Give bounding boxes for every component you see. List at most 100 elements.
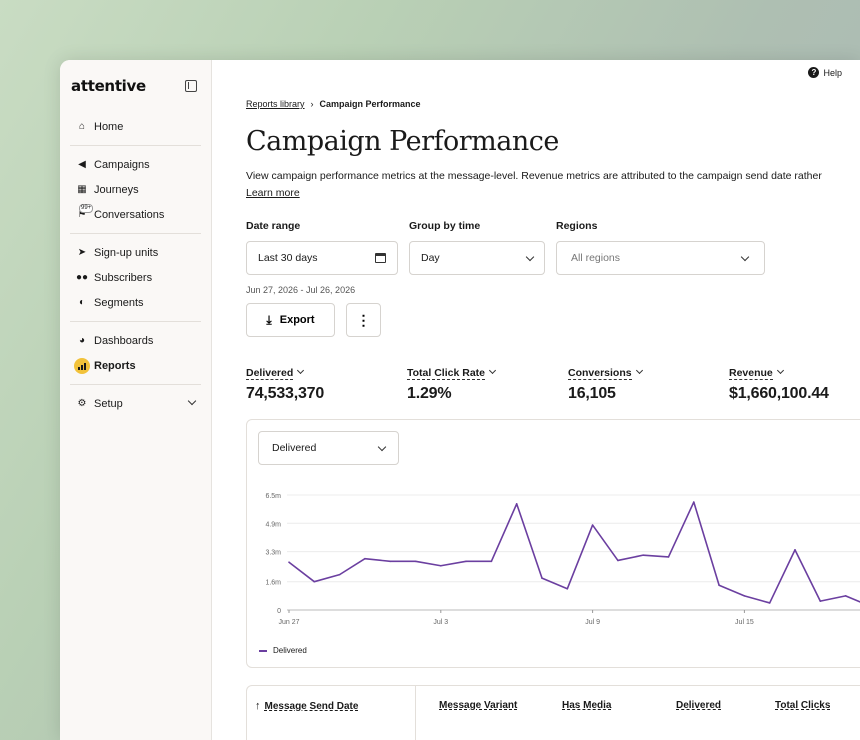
sidebar-item-campaigns[interactable]: ◀ Campaigns [70,152,201,177]
chevron-down-icon[interactable] [187,396,197,406]
page-title: Campaign Performance [246,126,559,157]
metric-value: 74,533,370 [246,385,325,402]
sidebar-item-label: Journeys [94,183,139,196]
regions-select[interactable]: All regions [556,241,765,275]
breadcrumb-current: Campaign Performance [319,99,421,109]
sidebar-item-label: Dashboards [94,334,154,347]
regions-placeholder: All regions [571,252,621,264]
sidebar: attentive ⌂ Home ◀ Campaigns ▦ Journeys … [60,60,212,740]
metric-value: 16,105 [568,385,616,402]
data-point [591,524,594,526]
data-point [642,554,644,556]
data-point [414,560,417,563]
data-point [718,584,720,587]
y-tick-label: 0 [277,608,281,615]
date-range-value: Last 30 days [258,252,318,264]
sidebar-item-signup-units[interactable]: ➤ Sign-up units [70,240,201,265]
x-tick-label: Jun 27 [278,619,299,626]
y-tick-label: 3.3m [265,550,281,557]
column-header-has-media[interactable]: Has Media [562,700,612,711]
x-tick-label: Jul 15 [735,619,754,626]
conversations-badge: 99+ [79,204,94,213]
legend-label: Delivered [273,646,307,655]
export-button[interactable]: ⤓ Export [246,303,335,337]
export-label: Export [279,314,315,326]
sidebar-item-home[interactable]: ⌂ Home [70,114,201,139]
data-point [490,560,493,563]
group-by-select[interactable]: Day [409,241,545,275]
x-tick-label: Jul 9 [585,619,600,626]
sidebar-item-setup[interactable]: ⚙ Setup [70,391,201,416]
calendar-icon [375,253,386,263]
collapse-sidebar-icon[interactable] [185,80,197,92]
y-tick-label: 1.6m [265,580,281,587]
metric-revenue[interactable]: Revenue $1,660,100.44 [729,363,829,403]
journeys-icon: ▦ [77,184,87,195]
data-point [389,560,391,563]
metric-delivered[interactable]: Delivered 74,533,370 [246,363,324,403]
data-point [338,573,341,576]
sidebar-divider [70,145,201,146]
column-header-message-variant[interactable]: Message Variant [439,700,518,711]
attentive-logo[interactable]: attentive [71,77,146,95]
page-description: View campaign performance metrics at the… [246,170,822,182]
sidebar-item-subscribers[interactable]: ●● Subscribers [70,265,201,290]
chevron-down-icon [297,366,305,375]
y-tick-label: 6.5m [265,493,281,500]
column-header-total-clicks[interactable]: Total Clicks [775,700,831,711]
main-content: ? Help Reports library › Campaign Perfor… [212,60,860,740]
metric-conversions[interactable]: Conversions 16,105 [568,363,643,403]
sidebar-item-label: Segments [94,296,144,309]
data-point [515,503,518,505]
data-point [440,564,442,567]
sidebar-item-label: Subscribers [94,271,153,284]
chevron-down-icon [776,366,784,375]
date-range-label: Date range [246,220,301,232]
chevron-down-icon [488,366,497,375]
more-actions-button[interactable]: ⋮ [346,303,381,337]
sidebar-item-label: Conversations [94,208,165,221]
sidebar-item-label: Home [94,120,124,133]
data-point [819,600,822,602]
y-tick-label: 4.9m [265,521,281,528]
metric-value: 1.29% [407,385,452,402]
help-icon: ? [808,67,820,78]
sidebar-item-dashboards[interactable]: ◕ Dashboards [70,328,201,353]
sidebar-item-journeys[interactable]: ▦ Journeys [70,177,201,202]
chevron-down-icon [525,252,535,261]
breadcrumb: Reports library › Campaign Performance [246,99,421,109]
learn-more-link[interactable]: Learn more [246,187,300,199]
people-icon: ●● [75,272,89,283]
sidebar-item-segments[interactable]: ◐ Segments [70,290,201,315]
group-by-label: Group by time [409,220,481,232]
data-point [693,501,695,503]
date-range-subtext: Jun 27, 2026 - Jul 26, 2026 [246,285,356,295]
sidebar-item-conversations[interactable]: ⚑ 99+ Conversations [70,202,201,227]
kebab-icon: ⋮ [356,312,371,328]
column-divider [415,686,416,740]
legend-swatch [259,649,267,652]
megaphone-icon: ◀ [78,159,86,170]
gear-icon: ⚙ [77,398,87,409]
breadcrumb-reports-library[interactable]: Reports library [246,99,305,109]
metric-total-click-rate[interactable]: Total Click Rate 1.29% [407,363,497,403]
sidebar-item-reports[interactable]: Reports [70,353,201,378]
sidebar-divider [70,384,201,385]
date-range-picker[interactable]: Last 30 days [246,241,398,275]
breadcrumb-separator-icon: › [310,99,314,109]
sidebar-item-label: Reports [94,359,136,372]
x-tick-label: Jul 3 [433,619,448,626]
chart-metric-select[interactable]: Delivered [258,431,399,465]
column-header-delivered[interactable]: Delivered [676,700,722,711]
group-by-value: Day [421,252,440,264]
bar-chart-icon [72,357,92,374]
help-link[interactable]: ? Help [808,67,842,78]
column-header-message-send-date[interactable]: ↑ Message Send Date [255,700,359,712]
data-point [794,549,796,551]
data-point [844,595,847,597]
metric-label: Total Click Rate [407,367,485,380]
data-point [566,587,569,590]
home-icon: ⌂ [78,121,86,132]
download-icon: ⤓ [266,312,272,327]
data-point [541,577,543,579]
